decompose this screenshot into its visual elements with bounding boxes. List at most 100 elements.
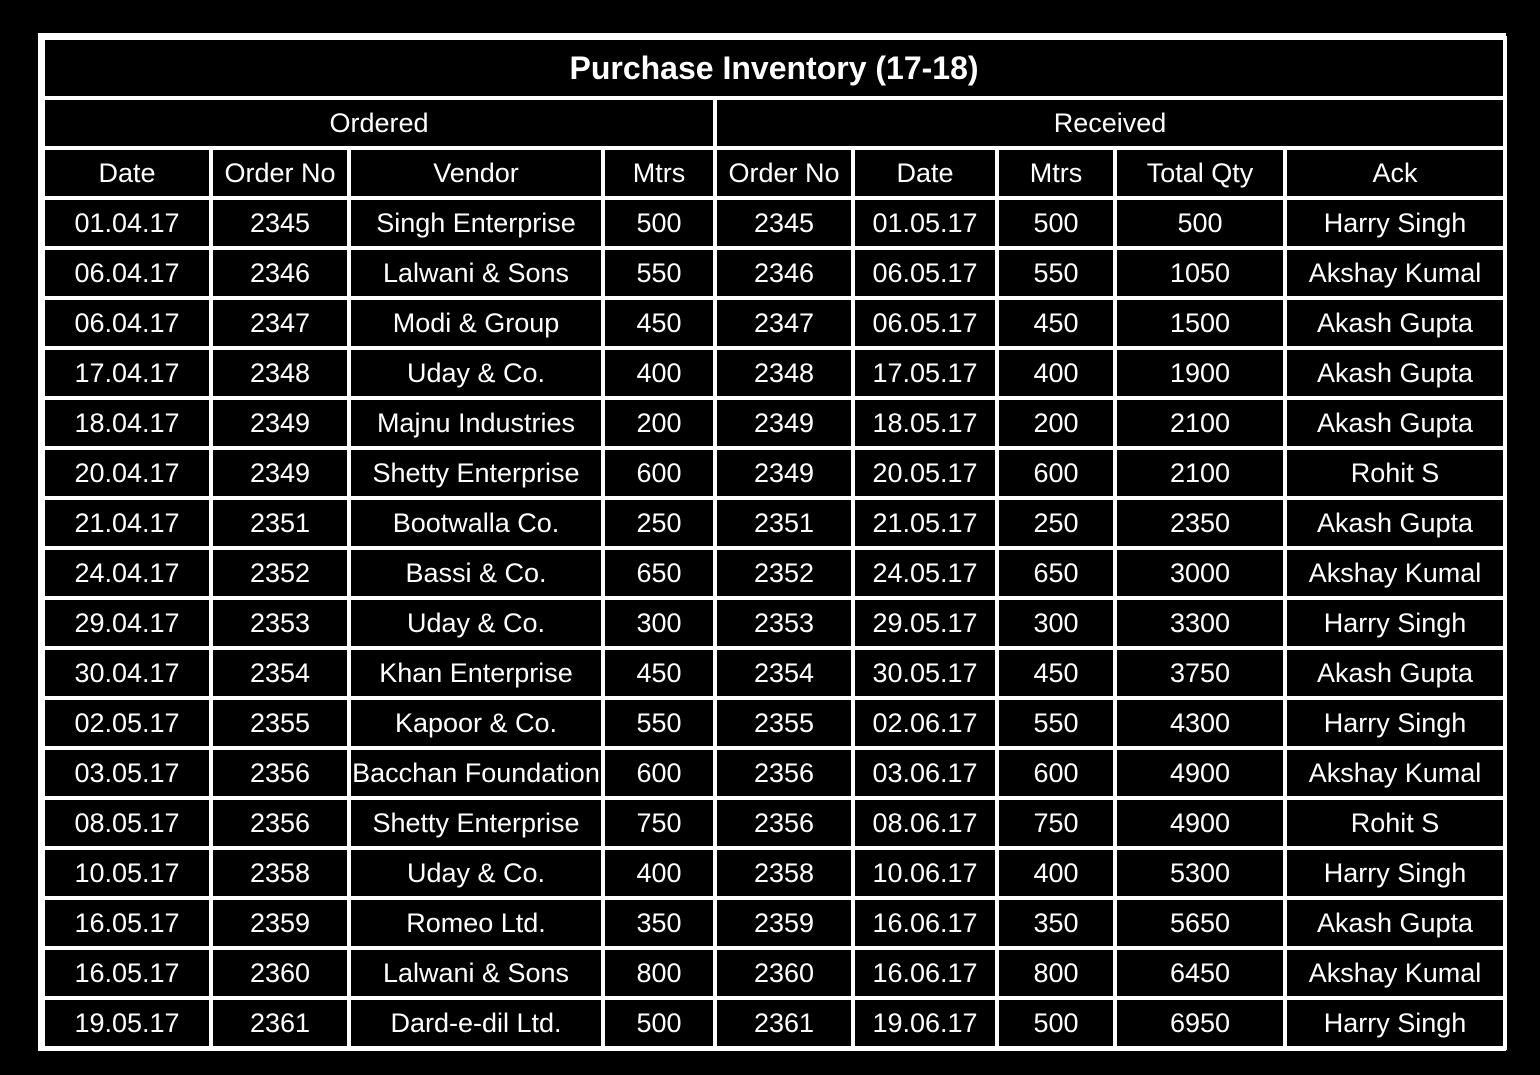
received-mtrs-cell: 800 (999, 950, 1113, 996)
ordered-order-no-cell: 2345 (213, 200, 347, 246)
total-qty-cell: 2100 (1117, 450, 1283, 496)
ordered-order-no-cell: 2359 (213, 900, 347, 946)
received-order-no-cell: 2345 (717, 200, 851, 246)
ordered-date-cell: 24.04.17 (45, 550, 209, 596)
received-date-cell: 20.05.17 (855, 450, 995, 496)
ordered-mtrs-cell: 200 (605, 400, 713, 446)
ordered-order-no-cell: 2351 (213, 500, 347, 546)
column-header: Vendor (351, 150, 601, 196)
ordered-date-cell: 06.04.17 (45, 300, 209, 346)
received-order-no-cell: 2361 (717, 1000, 851, 1046)
received-date-cell: 01.05.17 (855, 200, 995, 246)
received-order-no-cell: 2353 (717, 600, 851, 646)
total-qty-cell: 6450 (1117, 950, 1283, 996)
total-qty-cell: 3300 (1117, 600, 1283, 646)
received-order-no-cell: 2351 (717, 500, 851, 546)
received-order-no-cell: 2356 (717, 800, 851, 846)
vendor-cell: Bootwalla Co. (351, 500, 601, 546)
ordered-date-cell: 18.04.17 (45, 400, 209, 446)
total-qty-cell: 1900 (1117, 350, 1283, 396)
ordered-date-cell: 19.05.17 (45, 1000, 209, 1046)
ack-cell: Akash Gupta (1287, 400, 1504, 446)
ordered-order-no-cell: 2358 (213, 850, 347, 896)
total-qty-cell: 2100 (1117, 400, 1283, 446)
vendor-cell: Uday & Co. (351, 850, 601, 896)
ordered-mtrs-cell: 800 (605, 950, 713, 996)
received-date-cell: 30.05.17 (855, 650, 995, 696)
ack-cell: Rohit S (1287, 450, 1504, 496)
ordered-mtrs-cell: 500 (605, 1000, 713, 1046)
received-mtrs-cell: 200 (999, 400, 1113, 446)
purchase-inventory-table: Purchase Inventory (17-18) Ordered Recei… (41, 36, 1508, 1050)
inventory-frame: Purchase Inventory (17-18) Ordered Recei… (38, 33, 1508, 1051)
ordered-order-no-cell: 2355 (213, 700, 347, 746)
ordered-order-no-cell: 2349 (213, 400, 347, 446)
table-row: 24.04.17 2352 Bassi & Co. 650 2352 24.05.17 65… (45, 550, 1504, 596)
total-qty-cell: 3000 (1117, 550, 1283, 596)
table-row: 06.04.17 2346 Lalwani & Sons 550 2346 06.05.1… (45, 250, 1504, 296)
received-date-cell: 06.05.17 (855, 250, 995, 296)
table-row: 03.05.17 2356 Bacchan Foundation 600 2356 03.… (45, 750, 1504, 796)
group-header-ordered: Ordered (45, 100, 713, 146)
ordered-date-cell: 03.05.17 (45, 750, 209, 796)
ordered-date-cell: 30.04.17 (45, 650, 209, 696)
ordered-mtrs-cell: 400 (605, 350, 713, 396)
column-header: Mtrs (999, 150, 1113, 196)
column-header: Order No (213, 150, 347, 196)
ack-cell: Akash Gupta (1287, 500, 1504, 546)
table-row: 17.04.17 2348 Uday & Co. 400 2348 17.05.17 400… (45, 350, 1504, 396)
ordered-mtrs-cell: 650 (605, 550, 713, 596)
table-row: 18.04.17 2349 Majnu Industries 200 2349 18.05… (45, 400, 1504, 446)
ordered-order-no-cell: 2347 (213, 300, 347, 346)
table-row: 06.04.17 2347 Modi & Group 450 2347 06.05.17 4… (45, 300, 1504, 346)
ordered-mtrs-cell: 400 (605, 850, 713, 896)
ordered-date-cell: 20.04.17 (45, 450, 209, 496)
total-qty-cell: 5300 (1117, 850, 1283, 896)
group-header-received: Received (717, 100, 1504, 146)
table-row: 30.04.17 2354 Khan Enterprise 450 2354 30.05.… (45, 650, 1504, 696)
received-date-cell: 16.06.17 (855, 950, 995, 996)
received-mtrs-cell: 500 (999, 1000, 1113, 1046)
ordered-date-cell: 17.04.17 (45, 350, 209, 396)
ack-cell: Akshay Kumal (1287, 950, 1504, 996)
ack-cell: Harry Singh (1287, 200, 1504, 246)
received-order-no-cell: 2359 (717, 900, 851, 946)
received-mtrs-cell: 350 (999, 900, 1113, 946)
vendor-cell: Kapoor & Co. (351, 700, 601, 746)
vendor-cell: Khan Enterprise (351, 650, 601, 696)
ordered-mtrs-cell: 550 (605, 250, 713, 296)
ordered-date-cell: 08.05.17 (45, 800, 209, 846)
received-date-cell: 06.05.17 (855, 300, 995, 346)
ack-cell: Akshay Kumal (1287, 250, 1504, 296)
received-order-no-cell: 2358 (717, 850, 851, 896)
column-header: Date (45, 150, 209, 196)
received-date-cell: 18.05.17 (855, 400, 995, 446)
ordered-mtrs-cell: 250 (605, 500, 713, 546)
received-mtrs-cell: 300 (999, 600, 1113, 646)
column-header: Mtrs (605, 150, 713, 196)
table-row: 21.04.17 2351 Bootwalla Co. 250 2351 21.05.17… (45, 500, 1504, 546)
received-order-no-cell: 2349 (717, 400, 851, 446)
column-header: Order No (717, 150, 851, 196)
ordered-order-no-cell: 2360 (213, 950, 347, 996)
ordered-mtrs-cell: 600 (605, 750, 713, 796)
ordered-date-cell: 16.05.17 (45, 900, 209, 946)
ordered-date-cell: 01.04.17 (45, 200, 209, 246)
vendor-cell: Shetty Enterprise (351, 800, 601, 846)
vendor-cell: Bassi & Co. (351, 550, 601, 596)
ack-cell: Akash Gupta (1287, 650, 1504, 696)
received-mtrs-cell: 750 (999, 800, 1113, 846)
received-mtrs-cell: 650 (999, 550, 1113, 596)
received-date-cell: 02.06.17 (855, 700, 995, 746)
table-row: 02.05.17 2355 Kapoor & Co. 550 2355 02.06.17 5… (45, 700, 1504, 746)
ordered-order-no-cell: 2356 (213, 750, 347, 796)
ordered-mtrs-cell: 350 (605, 900, 713, 946)
total-qty-cell: 2350 (1117, 500, 1283, 546)
vendor-cell: Uday & Co. (351, 600, 601, 646)
ordered-order-no-cell: 2354 (213, 650, 347, 696)
ordered-date-cell: 06.04.17 (45, 250, 209, 296)
ack-cell: Akshay Kumal (1287, 550, 1504, 596)
total-qty-cell: 1050 (1117, 250, 1283, 296)
total-qty-cell: 4900 (1117, 800, 1283, 846)
ordered-mtrs-cell: 550 (605, 700, 713, 746)
